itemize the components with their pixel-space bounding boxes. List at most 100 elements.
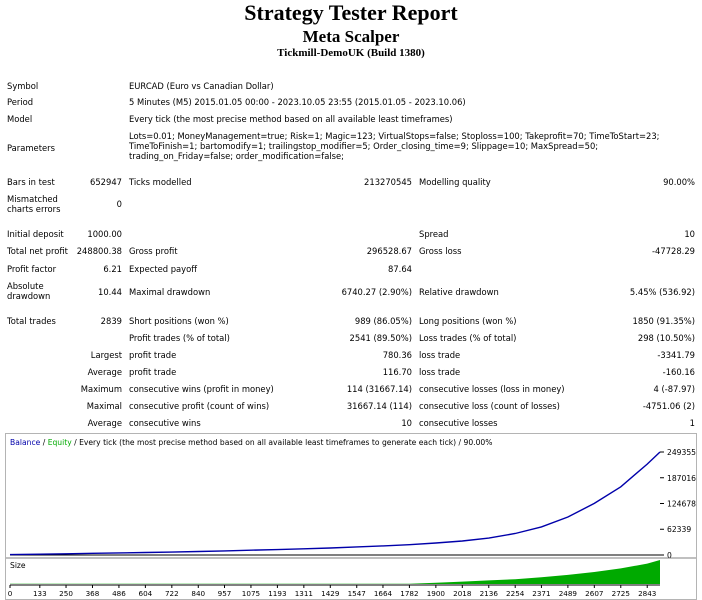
model-label: Model: [7, 114, 33, 124]
mwins-value: 114 (31667.14): [346, 384, 412, 394]
ptrades-value: 2541 (89.50%): [349, 333, 412, 343]
average-label: Average: [87, 367, 122, 377]
trades-label: Total trades: [7, 316, 56, 326]
trades-value: 2839: [100, 316, 122, 326]
x-tick-label: 1193: [268, 589, 286, 598]
maxdd-value: 6740.27 (2.90%): [341, 287, 412, 297]
quality-value: 90.00%: [663, 177, 695, 187]
aloss-value: -160.16: [662, 367, 695, 377]
ticks-label: Ticks modelled: [129, 177, 192, 187]
mprofit-value: 31667.14 (114): [346, 401, 412, 411]
aprofit-value: 116.70: [382, 367, 412, 377]
x-tick-label: 2489: [559, 589, 578, 598]
balance-line: [9, 451, 661, 556]
legend-equity: Equity: [48, 438, 73, 447]
ptrades-label: Profit trades (% of total): [129, 333, 230, 343]
spread-label: Spread: [419, 229, 449, 239]
lprofit-value: 780.36: [382, 350, 412, 360]
pf-value: 6.21: [103, 264, 122, 274]
parameters-value: Lots=0.01; MoneyManagement=true; Risk=1;…: [129, 131, 660, 161]
netprofit-label: Total net profit: [7, 246, 68, 256]
ltrades-value: 298 (10.50%): [637, 333, 695, 343]
aloss-label: loss trade: [419, 367, 461, 377]
long-value: 1850 (91.35%): [632, 316, 695, 326]
ltrades-label: Loss trades (% of total): [419, 333, 517, 343]
x-tick-label: 1075: [242, 589, 260, 598]
spread-value: 10: [684, 229, 695, 239]
x-tick-label: 1429: [321, 589, 340, 598]
reldd-label: Relative drawdown: [419, 287, 499, 297]
size-area: [10, 560, 660, 584]
period-value: 5 Minutes (M5) 2015.01.05 00:00 - 2023.1…: [129, 97, 466, 107]
ticks-value: 213270545: [364, 177, 412, 187]
mlosses-label: consecutive losses (loss in money): [419, 384, 565, 394]
x-tick-label: 840: [191, 589, 205, 598]
maximum-label: Maximum: [80, 384, 122, 394]
server-build: Tickmill-DemoUK (Build 1380): [277, 47, 425, 59]
legend-balance: Balance: [10, 438, 41, 447]
grossloss-label: Gross loss: [419, 246, 462, 256]
model-value: Every tick (the most precise method base…: [129, 114, 453, 124]
payoff-value: 87.64: [388, 264, 412, 274]
y-tick-label: 124678: [667, 499, 696, 508]
mlosses-value: 4 (-87.97): [653, 384, 695, 394]
y-tick-label: 187016: [667, 474, 696, 483]
legend-sep: /: [40, 438, 47, 447]
lprofit-label: profit trade: [129, 350, 177, 360]
mwins-label: consecutive wins (profit in money): [129, 384, 274, 394]
balance-chart: Balance / Equity / Every tick (the most …: [5, 433, 697, 600]
mloss-value: -4751.06 (2): [642, 401, 695, 411]
bars-label: Bars in test: [7, 177, 55, 187]
short-label: Short positions (won %): [129, 316, 229, 326]
x-tick-label: 2254: [506, 589, 525, 598]
mprofit-label: consecutive profit (count of wins): [129, 401, 270, 411]
payoff-label: Expected payoff: [129, 264, 198, 274]
grossprofit-value: 296528.67: [366, 246, 412, 256]
legend-description: / Every tick (the most precise method ba…: [72, 438, 493, 447]
lloss-value: -3341.79: [657, 350, 695, 360]
pf-label: Profit factor: [7, 264, 57, 274]
x-tick-label: 1311: [295, 589, 313, 598]
absdd-value: 10.44: [98, 287, 122, 297]
symbol-label: Symbol: [7, 81, 39, 91]
x-tick-label: 2725: [612, 589, 630, 598]
x-tick-label: 1782: [400, 589, 418, 598]
x-tick-label: 722: [165, 589, 179, 598]
netprofit-value: 248800.38: [76, 246, 122, 256]
y-tick-label: 0: [667, 551, 672, 560]
mloss-label: consecutive loss (count of losses): [419, 401, 560, 411]
alosses-label: consecutive losses: [419, 418, 498, 428]
parameters-label: Parameters: [7, 143, 55, 153]
y-tick-label: 62339: [667, 525, 691, 534]
grossprofit-label: Gross profit: [129, 246, 178, 256]
x-tick-label: 0: [8, 589, 13, 598]
quality-label: Modelling quality: [419, 177, 491, 187]
grossloss-value: -47728.29: [652, 246, 695, 256]
x-tick-label: 250: [59, 589, 73, 598]
lloss-label: loss trade: [419, 350, 461, 360]
maxdd-label: Maximal drawdown: [129, 287, 211, 297]
maximal-label: Maximal: [86, 401, 122, 411]
x-tick-label: 2371: [532, 589, 550, 598]
deposit-label: Initial deposit: [7, 229, 64, 239]
chart-legend: Balance / Equity / Every tick (the most …: [10, 438, 492, 447]
report-title: Strategy Tester Report: [244, 0, 458, 25]
x-tick-label: 486: [112, 589, 126, 598]
x-tick-label: 2018: [453, 589, 472, 598]
x-tick-label: 2843: [638, 589, 656, 598]
awins-value: 10: [401, 418, 412, 428]
size-label: Size: [10, 561, 26, 570]
x-tick-label: 2136: [480, 589, 499, 598]
x-tick-label: 368: [86, 589, 100, 598]
average2-label: Average: [87, 418, 122, 428]
long-label: Long positions (won %): [419, 316, 517, 326]
mismatch-label: Mismatched charts errors: [7, 194, 61, 214]
y-tick-label: 249355: [667, 448, 696, 457]
alosses-value: 1: [689, 418, 695, 428]
x-tick-label: 957: [218, 589, 232, 598]
x-tick-label: 1664: [374, 589, 393, 598]
awins-label: consecutive wins: [129, 418, 201, 428]
x-tick-label: 2607: [585, 589, 603, 598]
period-label: Period: [7, 97, 34, 107]
chart-canvas: Balance / Equity / Every tick (the most …: [6, 438, 696, 598]
